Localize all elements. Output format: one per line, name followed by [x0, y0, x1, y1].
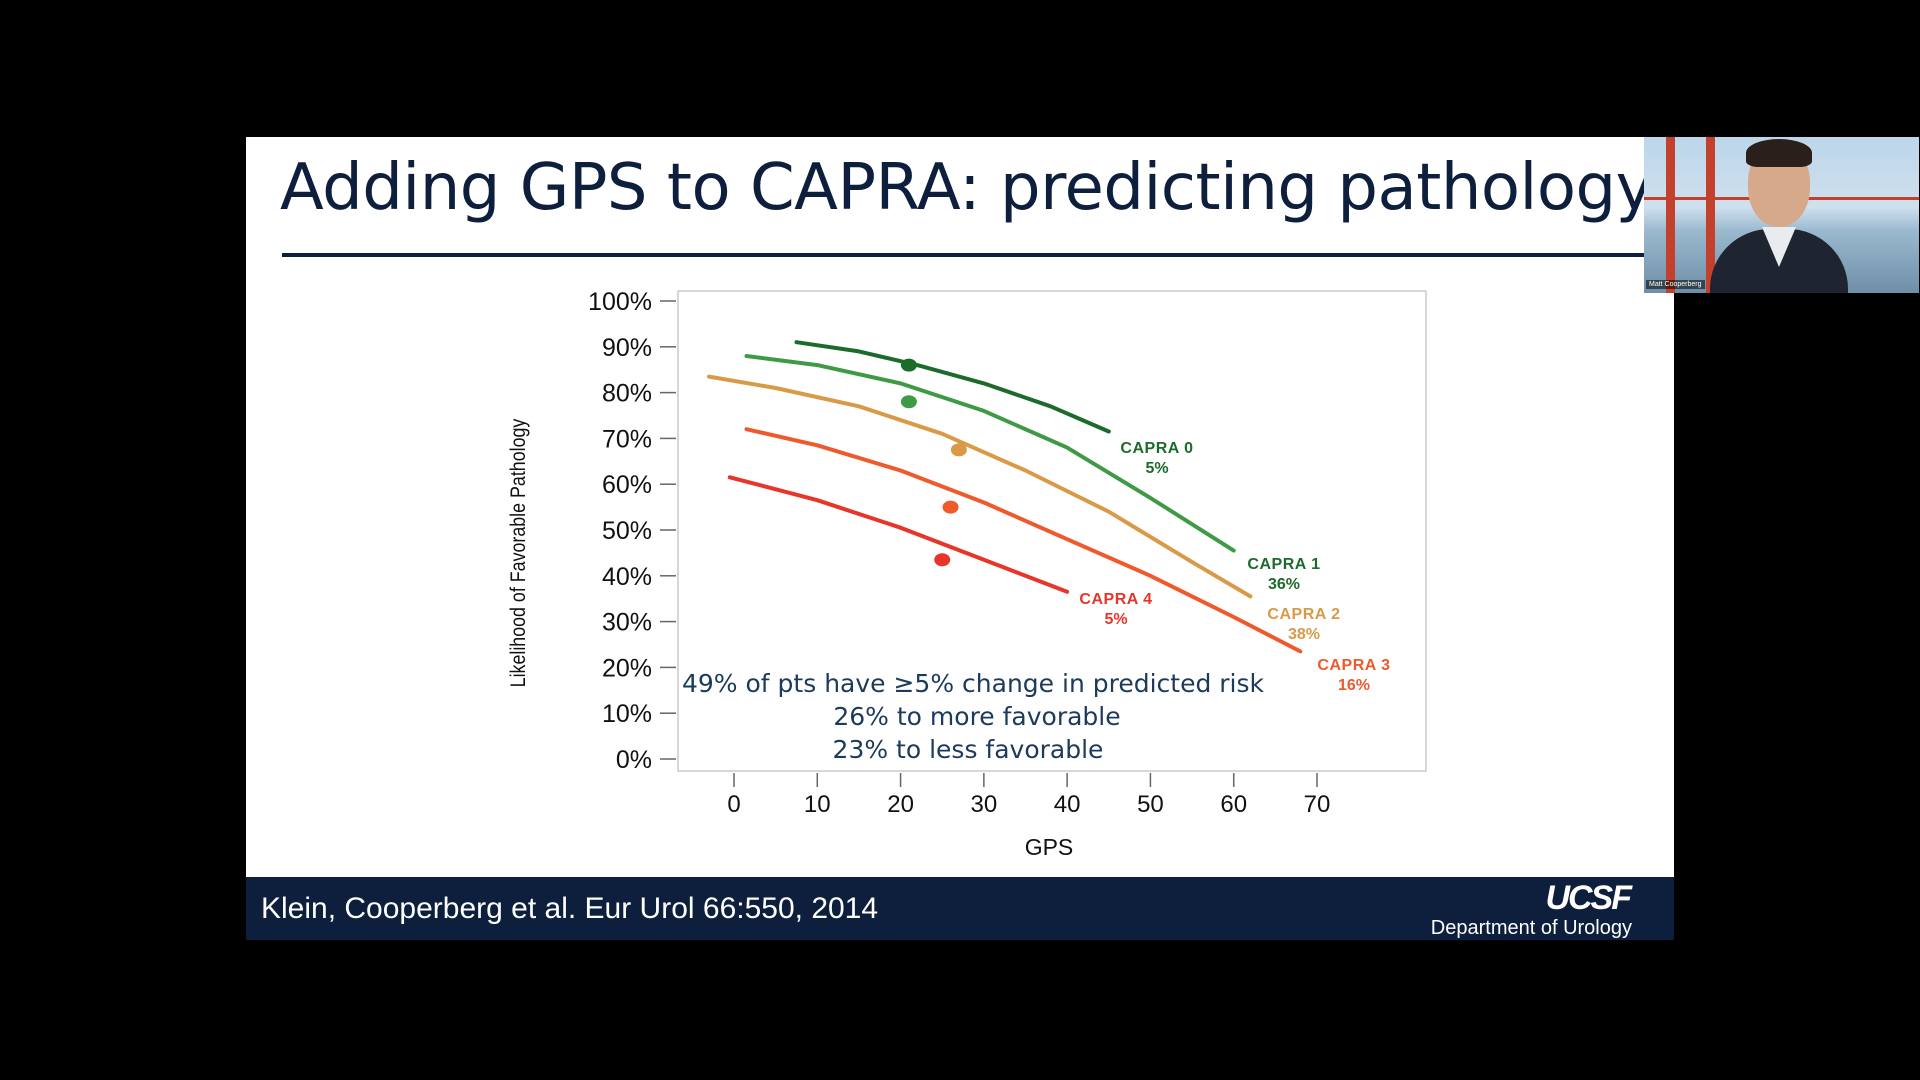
series-percent-label: 5% [1145, 460, 1168, 477]
ucsf-logo: UCSF [1545, 879, 1632, 917]
y-tick-label: 30% [602, 609, 652, 637]
x-tick-label: 40 [1054, 791, 1081, 818]
series-percent-label: 5% [1104, 611, 1127, 628]
series-point-capra-3 [942, 500, 959, 514]
series-line-capra-1 [744, 354, 1236, 553]
series-line-capra-2 [707, 374, 1253, 599]
series-line-capra-0 [794, 340, 1111, 434]
series-name-label: CAPRA 1 [1247, 556, 1320, 573]
participant-name: Matt Cooperberg [1646, 280, 1705, 289]
y-tick-label: 90% [602, 334, 652, 362]
series-percent-label: 16% [1338, 677, 1370, 694]
y-tick-label: 20% [602, 654, 652, 682]
series-line-capra-4 [727, 475, 1070, 594]
series-point-capra-4 [934, 553, 951, 567]
x-tick-label: 30 [971, 791, 998, 818]
y-tick-label: 0% [616, 746, 652, 774]
series-lines [707, 340, 1303, 654]
presentation-slide: Adding GPS to CAPRA: predicting patholog… [246, 137, 1674, 940]
y-tick-label: 40% [602, 563, 652, 591]
series-point-capra-2 [950, 443, 967, 457]
y-tick-label: 70% [602, 425, 652, 453]
series-name-label: CAPRA 4 [1079, 591, 1152, 608]
x-tick-label: 70 [1304, 791, 1331, 818]
x-tick-label: 10 [804, 791, 831, 818]
annotation-block: 49% of pts have ≥5% change in predicted … [682, 669, 1265, 764]
y-tick-label: 50% [602, 517, 652, 545]
y-tick-label: 100% [588, 288, 652, 316]
webcam-thumbnail[interactable]: Matt Cooperberg [1644, 137, 1919, 293]
chart-frame [677, 290, 1427, 772]
annotation-line-1: 49% of pts have ≥5% change in predicted … [682, 669, 1265, 698]
footer-bar: Klein, Cooperberg et al. Eur Urol 66:550… [246, 877, 1674, 940]
y-tick-label: 80% [602, 380, 652, 408]
slide-title: Adding GPS to CAPRA: predicting patholog… [280, 151, 1653, 225]
bridge-tower-left [1666, 137, 1675, 293]
x-tick-label: 0 [727, 791, 740, 818]
series-name-label: CAPRA 0 [1120, 440, 1193, 457]
y-axis-label: Likelihood of Favorable Pathology [507, 418, 531, 687]
series-name-label: CAPRA 3 [1317, 657, 1390, 674]
x-tick-label: 60 [1220, 791, 1247, 818]
y-axis: 0% 10% 20% 30% 40% 50% 60% 70% 80% 90% 100% [588, 288, 676, 774]
series-points [900, 358, 967, 567]
x-tick-label: 20 [887, 791, 914, 818]
series-point-capra-0 [900, 358, 917, 372]
plot-area-border [677, 290, 1427, 772]
chart: 0% 10% 20% 30% 40% 50% 60% 70% 80% 90% 100% 0 10 20 3… [507, 288, 1427, 860]
y-tick-label: 60% [602, 471, 652, 499]
x-axis-label: GPS [1025, 834, 1074, 860]
series-line-capra-3 [744, 427, 1303, 654]
series-percent-label: 38% [1288, 626, 1320, 643]
annotation-line-3: 23% to less favorable [833, 735, 1104, 764]
title-divider [282, 253, 1674, 257]
series-percent-label: 36% [1268, 576, 1300, 593]
series-labels: CAPRA 0 5% CAPRA 1 36% CAPRA 2 38% CAPRA 3 16% C… [1079, 440, 1390, 694]
department-label: Department of Urology [1430, 917, 1632, 939]
series-point-capra-1 [900, 395, 917, 409]
bridge-tower-right [1706, 137, 1715, 293]
participant-hair [1746, 139, 1812, 167]
x-axis: 0 10 20 30 40 50 60 70 [727, 773, 1330, 818]
x-tick-label: 50 [1137, 791, 1164, 818]
series-name-label: CAPRA 2 [1267, 606, 1340, 623]
citation: Klein, Cooperberg et al. Eur Urol 66:550… [261, 892, 879, 925]
y-tick-label: 10% [602, 700, 652, 728]
annotation-line-2: 26% to more favorable [833, 702, 1120, 731]
